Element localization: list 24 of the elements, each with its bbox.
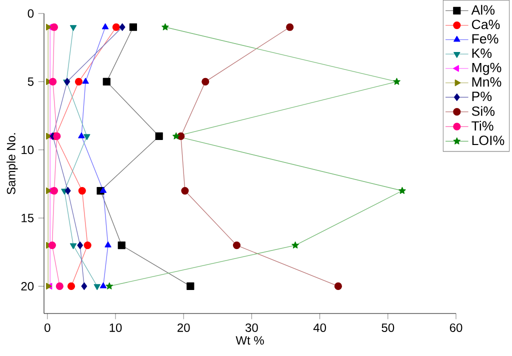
y-axis-title: Sample No.: [6, 133, 18, 194]
legend-label: Mg%: [472, 62, 502, 75]
x-tick-label: 60: [450, 323, 462, 332]
x-tick-label: 20: [178, 323, 190, 332]
y-tick-label: 15: [22, 214, 34, 222]
legend-label: Mn%: [472, 77, 502, 86]
legend-label: LOI%: [472, 135, 504, 145]
legend-label: Ca%: [472, 19, 500, 29]
y-tick-label: 20: [21, 282, 34, 290]
y-tick-label: 5: [28, 77, 34, 86]
y-tick-label: 10: [22, 145, 34, 154]
legend-label: Ti%: [472, 120, 494, 130]
x-tick-label: 40: [313, 323, 326, 332]
x-tick-label: 50: [382, 323, 394, 332]
legend-label: Al%: [471, 4, 495, 14]
legend-label: Fe%: [472, 34, 498, 44]
y-tick-label: 0: [28, 9, 34, 18]
x-axis-title: Wt %: [236, 336, 264, 344]
x-tick-label: 10: [110, 323, 122, 332]
legend-label: Si%: [472, 106, 495, 116]
legend-label: P%: [472, 91, 492, 101]
x-tick-label: 30: [245, 323, 258, 332]
legend-label: K%: [472, 48, 492, 58]
x-tick-label: 0: [44, 323, 50, 332]
